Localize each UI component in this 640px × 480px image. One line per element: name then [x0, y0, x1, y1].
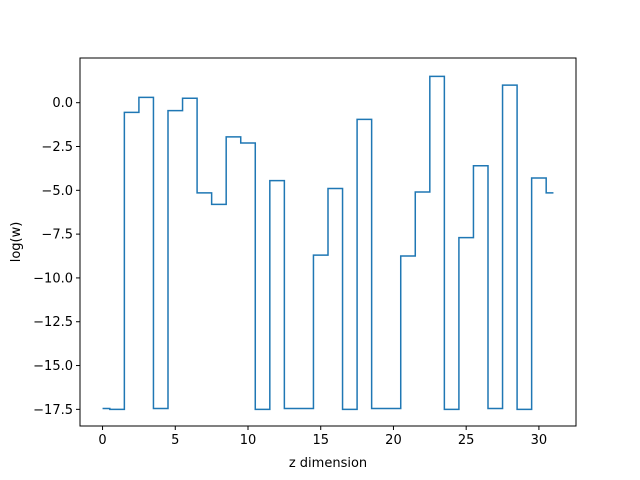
- x-tick-label: 25: [458, 433, 475, 448]
- x-tick-label: 0: [98, 433, 106, 448]
- y-tick-label: −7.5: [41, 228, 73, 243]
- y-tick-label: −15.0: [33, 359, 73, 374]
- y-tick-label: −12.5: [33, 315, 73, 330]
- x-tick-label: 15: [312, 433, 329, 448]
- y-tick-label: −10.0: [33, 271, 73, 286]
- y-tick-label: 0.0: [52, 96, 73, 111]
- x-tick-label: 5: [171, 433, 179, 448]
- y-tick-label: −5.0: [41, 184, 73, 199]
- axes-frame: [79, 57, 577, 427]
- x-tick-label: 20: [385, 433, 402, 448]
- x-tick-label: 30: [531, 433, 548, 448]
- y-tick-label: −17.5: [33, 403, 73, 418]
- plot-area: [102, 75, 554, 411]
- axis-ticks: 0 5 10 15 20 25 30 0.0 −2.5 −5.0 −7.5 −10.0 −12.5 −15…: [33, 96, 547, 448]
- x-axis-label: z dimension: [289, 456, 367, 471]
- y-tick-label: −2.5: [41, 140, 73, 155]
- y-axis-label: log(w): [9, 222, 24, 263]
- x-tick-label: 10: [240, 433, 257, 448]
- series-line-0: [102, 75, 554, 411]
